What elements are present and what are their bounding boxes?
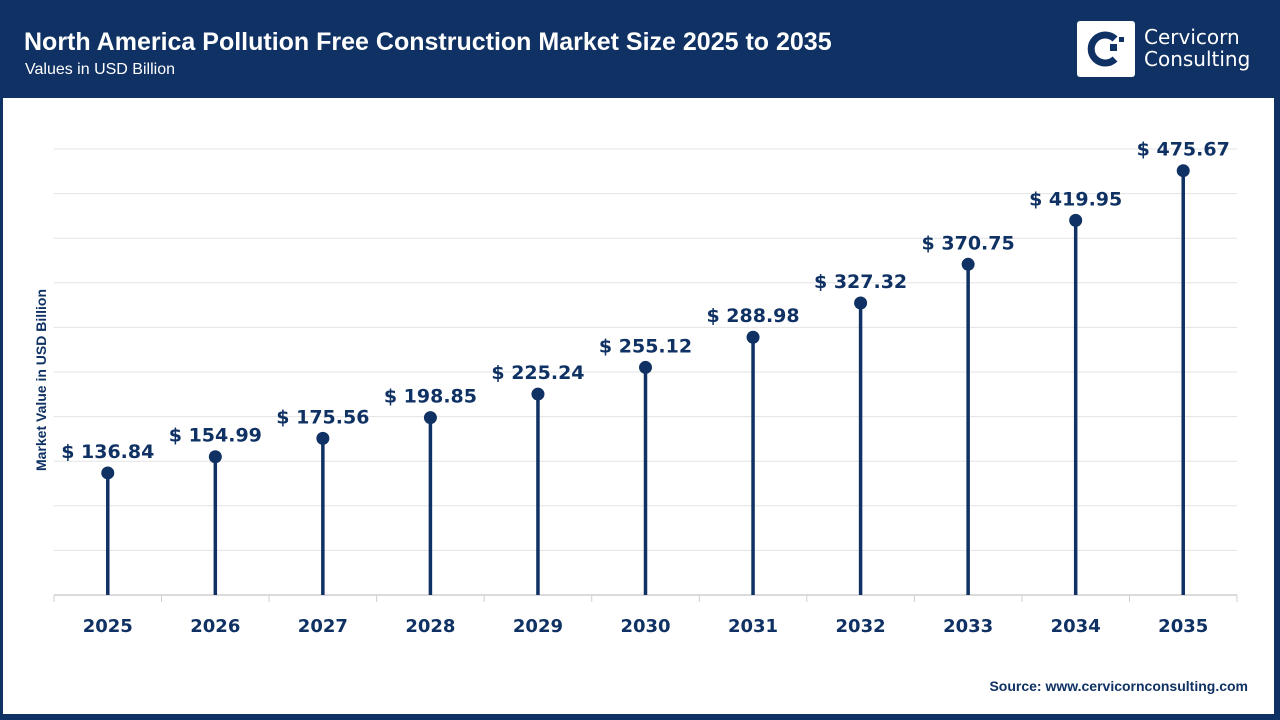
data-point <box>423 411 437 425</box>
data-label: $ 198.85 <box>384 386 477 408</box>
data-label: $ 255.12 <box>599 335 692 357</box>
data-label: $ 225.24 <box>491 362 584 384</box>
chart-title: North America Pollution Free Constructio… <box>24 28 832 56</box>
data-point <box>316 431 330 445</box>
data-point <box>639 360 652 374</box>
x-tick-label: 2031 <box>728 616 778 637</box>
x-tick-label: 2035 <box>1158 616 1208 637</box>
data-point <box>961 257 975 271</box>
data-label: $ 370.75 <box>922 232 1015 254</box>
source-text: Source: www.cervicornconsulting.com <box>989 678 1248 694</box>
data-label: $ 288.98 <box>706 305 799 327</box>
chart-panel <box>3 98 1274 714</box>
data-label: $ 475.67 <box>1137 139 1230 161</box>
logo-text: Cervicorn Consulting <box>1144 26 1250 70</box>
x-tick-label: 2025 <box>83 616 133 637</box>
data-label: $ 136.84 <box>61 441 154 463</box>
x-tick-label: 2034 <box>1051 616 1101 637</box>
data-point <box>746 330 760 344</box>
x-tick-label: 2032 <box>836 616 886 637</box>
data-label: $ 175.56 <box>276 406 369 428</box>
data-label: $ 419.95 <box>1029 188 1122 210</box>
header: North America Pollution Free Constructio… <box>0 0 1280 98</box>
x-tick-label: 2033 <box>943 616 993 637</box>
data-label: $ 327.32 <box>814 271 907 293</box>
data-label: $ 154.99 <box>169 425 262 447</box>
data-point <box>1069 213 1083 227</box>
cervicorn-logo-icon <box>1077 21 1135 77</box>
x-tick-label: 2026 <box>190 616 240 637</box>
logo-line2: Consulting <box>1144 47 1251 71</box>
x-tick-label: 2027 <box>298 616 348 637</box>
y-axis-label: Market Value in USD Billion <box>33 289 49 471</box>
data-point <box>208 450 222 464</box>
data-point <box>1176 164 1190 178</box>
x-tick-label: 2029 <box>513 616 563 637</box>
x-tick-label: 2028 <box>405 616 455 637</box>
data-point <box>854 296 868 310</box>
data-point <box>531 387 545 401</box>
x-tick-label: 2030 <box>620 616 670 637</box>
logo-line1: Cervicorn <box>1144 25 1240 49</box>
chart-subtitle: Values in USD Billion <box>25 61 175 78</box>
data-point <box>101 466 115 480</box>
